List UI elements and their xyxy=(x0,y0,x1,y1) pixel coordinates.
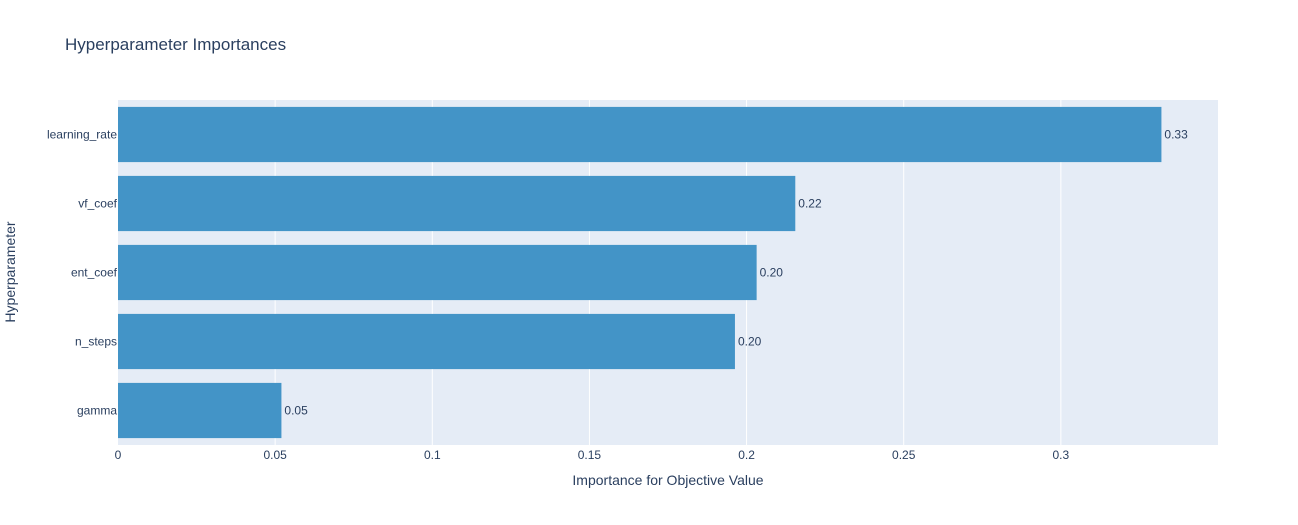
bar-n-steps xyxy=(118,313,735,370)
y-axis-title: Hyperparameter xyxy=(2,221,18,322)
y-tick-label: vf_coef xyxy=(78,197,117,211)
x-tick-label: 0 xyxy=(115,448,122,462)
x-tick-label: 0.1 xyxy=(424,448,441,462)
bar-vf-coef xyxy=(118,175,796,232)
bar-gamma xyxy=(118,382,282,439)
chart-title: Hyperparameter Importances xyxy=(65,35,286,54)
y-tick-label: ent_coef xyxy=(71,266,118,280)
y-tick-label: n_steps xyxy=(75,335,117,349)
data-label: 0.20 xyxy=(738,335,762,349)
x-tick-labels: 0 0.05 0.1 0.15 0.2 0.25 0.3 xyxy=(115,448,1070,462)
x-tick-label: 0.3 xyxy=(1053,448,1070,462)
data-label: 0.33 xyxy=(1164,128,1188,142)
x-tick-label: 0.25 xyxy=(892,448,916,462)
data-label: 0.05 xyxy=(284,404,308,418)
bars xyxy=(118,106,1162,439)
data-labels: 0.33 0.22 0.20 0.20 0.05 xyxy=(284,128,1188,418)
data-label: 0.22 xyxy=(798,197,822,211)
x-axis-title: Importance for Objective Value xyxy=(572,472,763,488)
bar-ent-coef xyxy=(118,244,757,301)
y-tick-label: learning_rate xyxy=(47,128,117,142)
x-tick-label: 0.15 xyxy=(578,448,602,462)
x-tick-label: 0.2 xyxy=(738,448,755,462)
data-label: 0.20 xyxy=(760,266,784,280)
bar-learning-rate xyxy=(118,106,1162,163)
y-tick-label: gamma xyxy=(77,404,117,418)
x-tick-label: 0.05 xyxy=(263,448,287,462)
